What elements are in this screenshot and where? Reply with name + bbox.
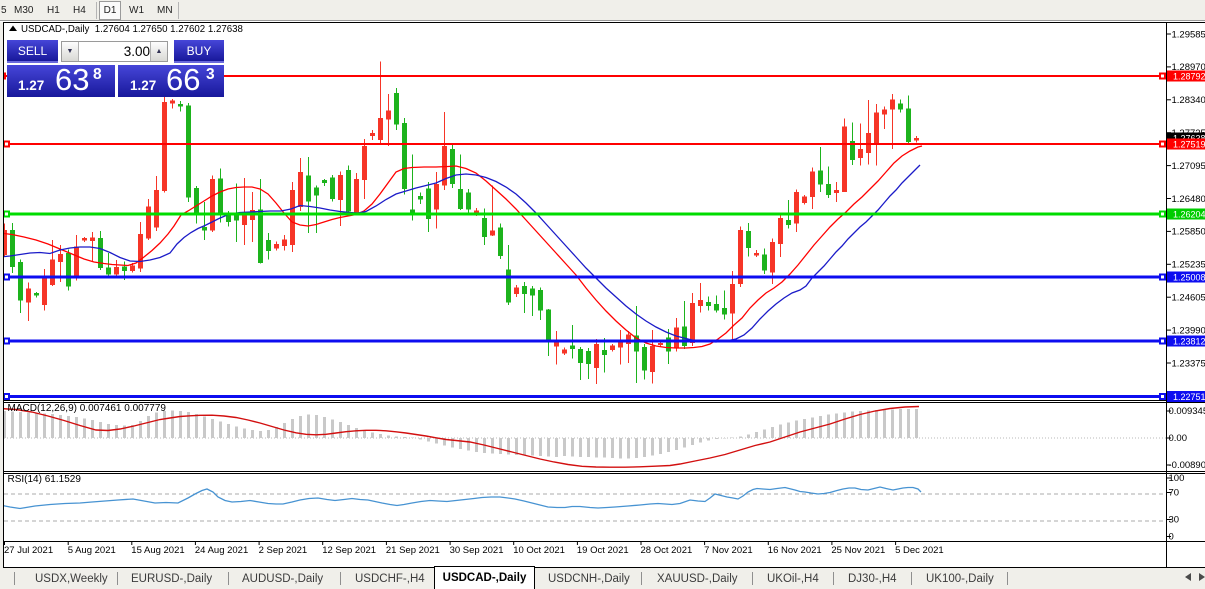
svg-text:30: 30: [1169, 515, 1180, 526]
svg-text:24 Aug 2021: 24 Aug 2021: [195, 545, 248, 556]
svg-text:1.26480: 1.26480: [1172, 194, 1205, 205]
svg-text:70: 70: [1169, 488, 1180, 499]
svg-text:5 Dec 2021: 5 Dec 2021: [895, 545, 944, 556]
svg-text:1.24605: 1.24605: [1172, 293, 1205, 304]
svg-text:21 Sep 2021: 21 Sep 2021: [386, 545, 440, 556]
svg-text:-0.00890: -0.00890: [1169, 460, 1205, 471]
svg-text:7 Nov 2021: 7 Nov 2021: [704, 545, 753, 556]
svg-text:10 Oct 2021: 10 Oct 2021: [513, 545, 565, 556]
svg-text:100: 100: [1169, 473, 1185, 484]
svg-text:1.23812: 1.23812: [1173, 336, 1205, 346]
svg-text:1.25235: 1.25235: [1172, 260, 1205, 271]
svg-text:1.27638: 1.27638: [1173, 133, 1205, 143]
svg-text:1.28340: 1.28340: [1172, 95, 1205, 106]
svg-text:USDCAD-,Daily 1.27604 1.27650: USDCAD-,Daily 1.27604 1.27650 1.27602 1.…: [21, 24, 243, 35]
svg-text:2 Sep 2021: 2 Sep 2021: [259, 545, 308, 556]
svg-text:1.22751: 1.22751: [1173, 392, 1205, 402]
svg-text:0.009345: 0.009345: [1169, 406, 1205, 417]
svg-text:0: 0: [1169, 532, 1174, 543]
svg-text:5 Aug 2021: 5 Aug 2021: [68, 545, 116, 556]
svg-text:1.28970: 1.28970: [1172, 62, 1205, 73]
svg-text:1.25850: 1.25850: [1172, 227, 1205, 238]
svg-text:1.23990: 1.23990: [1172, 325, 1205, 336]
svg-text:27 Jul 2021: 27 Jul 2021: [4, 545, 53, 556]
svg-text:RSI(14) 61.1529: RSI(14) 61.1529: [8, 474, 82, 485]
svg-text:16 Nov 2021: 16 Nov 2021: [768, 545, 822, 556]
svg-text:1.25008: 1.25008: [1173, 272, 1205, 282]
svg-text:12 Sep 2021: 12 Sep 2021: [322, 545, 376, 556]
svg-text:30 Sep 2021: 30 Sep 2021: [450, 545, 504, 556]
svg-text:28 Oct 2021: 28 Oct 2021: [641, 545, 693, 556]
svg-text:1.26204: 1.26204: [1173, 209, 1205, 219]
svg-text:1.27519: 1.27519: [1173, 139, 1205, 149]
svg-text:0.00: 0.00: [1169, 433, 1188, 444]
svg-text:1.23375: 1.23375: [1172, 358, 1205, 369]
svg-text:25 Nov 2021: 25 Nov 2021: [831, 545, 885, 556]
svg-text:19 Oct 2021: 19 Oct 2021: [577, 545, 629, 556]
svg-text:1.28792: 1.28792: [1173, 71, 1205, 81]
svg-text:1.29585: 1.29585: [1172, 29, 1205, 40]
svg-text:MACD(12,26,9) 0.007461 0.00777: MACD(12,26,9) 0.007461 0.007779: [8, 403, 167, 414]
svg-text:15 Aug 2021: 15 Aug 2021: [131, 545, 184, 556]
svg-text:1.27095: 1.27095: [1172, 161, 1205, 172]
